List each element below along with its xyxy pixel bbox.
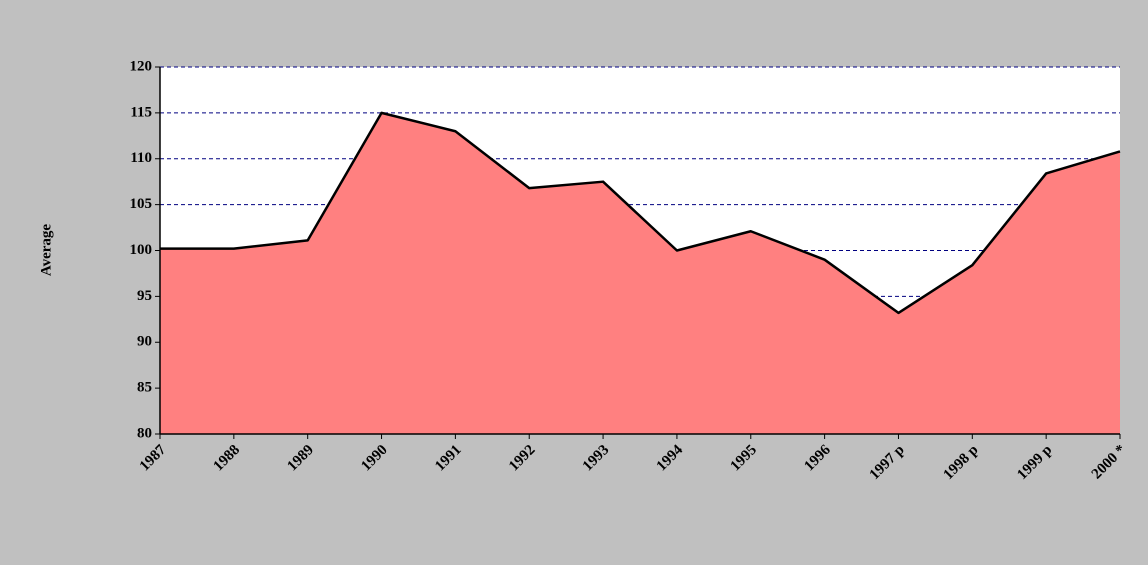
y-tick-label: 110: [130, 150, 152, 166]
y-tick-label: 105: [130, 196, 153, 212]
y-tick-label: 80: [137, 425, 152, 441]
y-tick-label: 85: [137, 380, 152, 396]
y-tick-label: 90: [137, 334, 152, 350]
y-axis-label: Average: [38, 224, 54, 277]
y-tick-label: 120: [130, 58, 153, 74]
line: [160, 111, 1121, 315]
y-tick-label: 100: [130, 242, 153, 258]
area: [160, 112, 1120, 434]
y-tick-label: 95: [137, 288, 152, 304]
y-tick-label: 115: [130, 104, 152, 120]
